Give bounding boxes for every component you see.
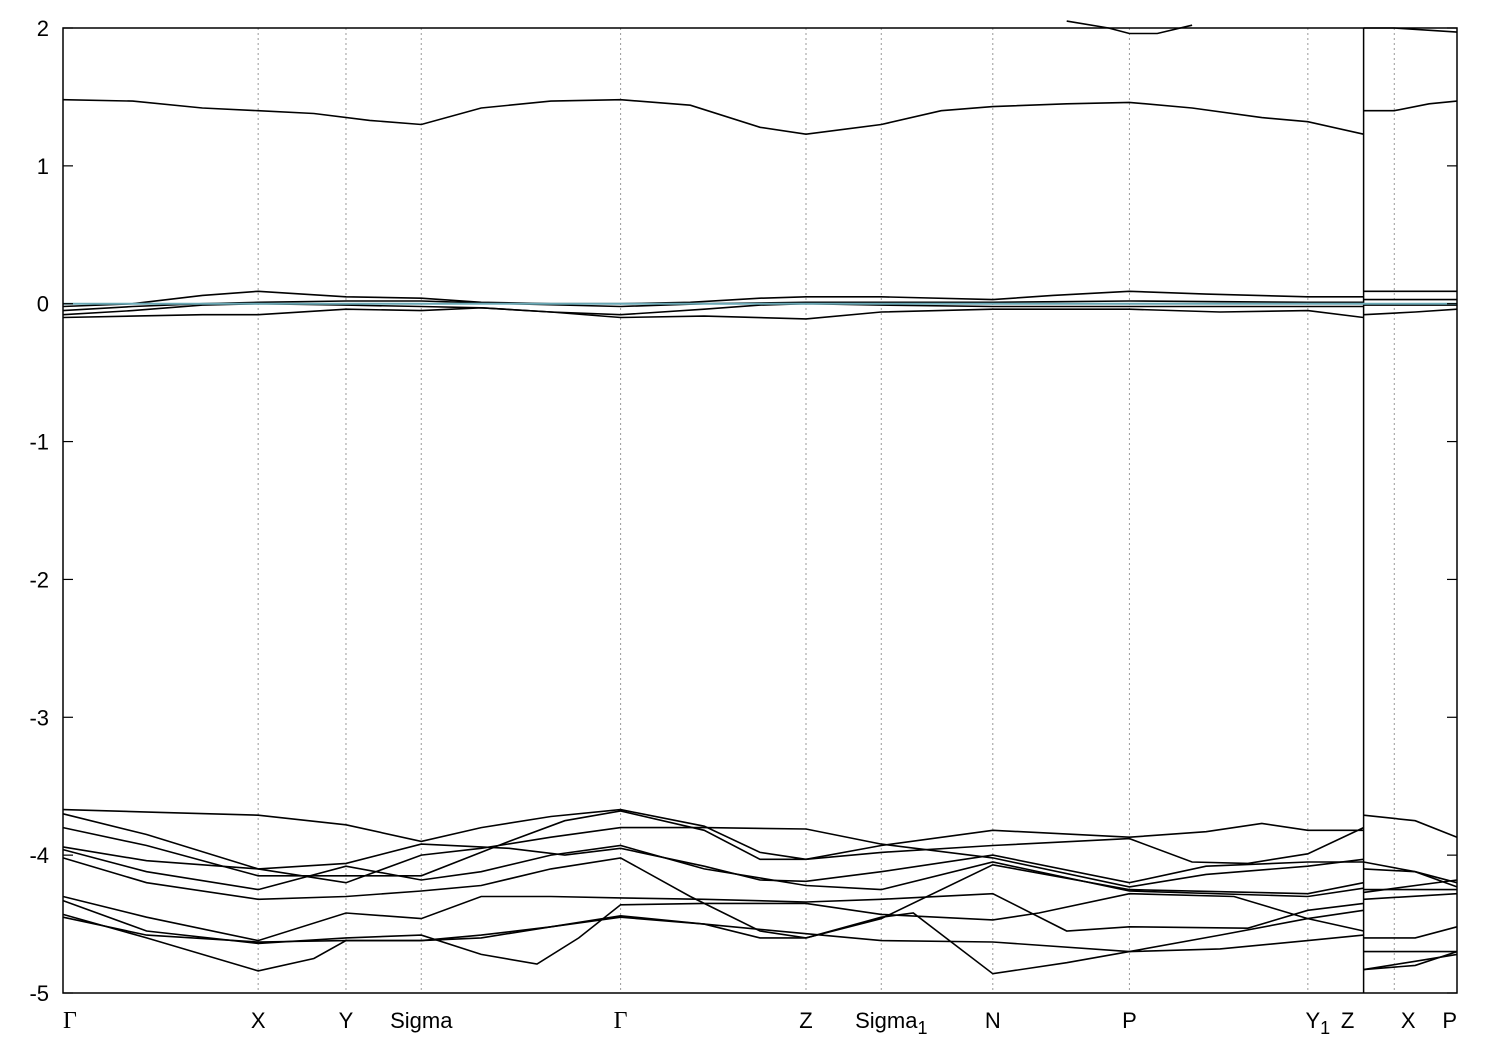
x-label-12: P: [1442, 1008, 1457, 1033]
x-label-3: Sigma: [390, 1008, 453, 1033]
y-tick-label-6: -4: [29, 843, 49, 868]
band-7-segment-1: [1363, 861, 1458, 884]
y-tick-label-3: -1: [29, 430, 49, 455]
band-8-segment-1: [1363, 868, 1458, 888]
x-label-2: Y: [339, 1008, 354, 1033]
x-label-4: Γ: [614, 1008, 628, 1034]
y-tick-label-7: -5: [29, 981, 49, 1006]
band-15-segment-0: [62, 909, 1364, 975]
x-label-8: P: [1122, 1008, 1137, 1033]
band-0-segment-0: [62, 98, 1364, 136]
band-1-segment-0: [1066, 20, 1193, 35]
x-label-9: Y1: [1305, 1008, 1330, 1038]
y-tick-label-5: -3: [29, 705, 49, 730]
band-6-segment-1: [1363, 814, 1458, 838]
y-tick-label-4: -2: [29, 567, 49, 592]
band-12-segment-1: [1363, 926, 1458, 939]
band-11-segment-1: [1363, 892, 1458, 901]
band-12-segment-0: [62, 892, 1364, 942]
band-7-segment-0: [62, 813, 1364, 884]
band-0-segment-1: [1363, 100, 1458, 112]
band-9-segment-0: [62, 826, 1364, 888]
y-tick-label-2: 0: [37, 292, 49, 317]
y-tick-label-1: 1: [37, 154, 49, 179]
band-5-segment-0: [62, 306, 1364, 320]
band-2-segment-0: [62, 290, 1364, 308]
x-label-0: Γ: [63, 1008, 77, 1034]
x-label-11: X: [1401, 1008, 1416, 1033]
band-14-segment-0: [62, 913, 1364, 972]
x-label-7: N: [985, 1008, 1001, 1033]
band-13-segment-0: [62, 892, 1364, 965]
x-axis-labels: Γ X Y Sigma Γ Z Sigma1 N P Y1 Z X P: [63, 1008, 1457, 1038]
y-tick-label-0: 2: [37, 16, 49, 41]
band-10-segment-1: [1363, 879, 1458, 894]
x-label-6: Sigma1: [855, 1008, 927, 1038]
band-5-segment-1: [1363, 308, 1458, 316]
plot-frame: [62, 27, 1458, 994]
x-label-1: X: [251, 1008, 266, 1033]
y-axis-ticks: 2 1 0 -1 -2 -3 -4 -5: [29, 16, 1457, 1006]
band-6-segment-0: [62, 808, 1364, 861]
band-curves: [62, 20, 1458, 975]
x-label-5: Z: [799, 1008, 812, 1033]
band-14-segment-1: [1363, 953, 1458, 971]
high-symmetry-gridlines: [257, 28, 1395, 993]
band-8-segment-0: [62, 810, 1364, 877]
x-label-10: Z: [1341, 1008, 1354, 1033]
band-11-segment-0: [62, 857, 1364, 939]
